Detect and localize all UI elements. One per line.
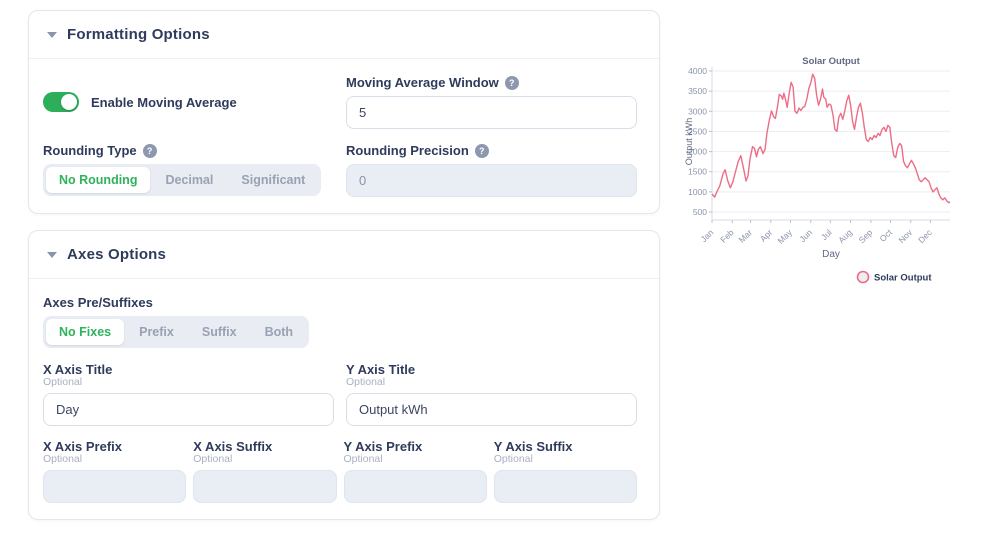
pre-suffixes-option-no-fixes[interactable]: No Fixes	[46, 319, 125, 345]
svg-text:Nov: Nov	[896, 227, 914, 245]
rounding-type-option-no-rounding[interactable]: No Rounding	[46, 167, 151, 193]
y-axis-prefix-input	[343, 470, 487, 503]
svg-text:Apr: Apr	[758, 227, 775, 244]
legend-item-solar-output[interactable]: Solar Output	[856, 270, 933, 284]
rounding-type-option-significant[interactable]: Significant	[241, 173, 306, 187]
pre-suffixes-option-both[interactable]: Both	[264, 325, 294, 339]
svg-text:Jun: Jun	[797, 227, 814, 244]
axes-pre-suffixes-label: Axes Pre/Suffixes	[43, 295, 153, 310]
svg-text:Day: Day	[822, 249, 840, 260]
axes-options-body: Axes Pre/Suffixes No Fixes Prefix Suffix…	[29, 279, 659, 519]
enable-moving-average-toggle[interactable]	[43, 92, 79, 112]
rounding-type-label: Rounding Type	[43, 143, 137, 158]
help-icon[interactable]: ?	[474, 143, 489, 158]
moving-average-window-label: Moving Average Window	[346, 75, 499, 90]
optional-hint: Optional	[493, 453, 533, 465]
x-axis-title-input[interactable]	[43, 393, 334, 426]
x-axis-prefix-label: X Axis Prefix	[43, 439, 123, 454]
axes-options-title: Axes Options	[67, 246, 167, 263]
x-axis-prefix-input	[43, 470, 187, 503]
svg-text:1000: 1000	[688, 187, 707, 197]
svg-text:May: May	[775, 227, 794, 246]
x-axis-suffix-input	[193, 470, 337, 503]
rounding-type-segmented: No Rounding Decimal Significant	[43, 164, 322, 196]
enable-moving-average-label: Enable Moving Average	[91, 94, 237, 110]
optional-hint: Optional	[193, 453, 233, 465]
svg-text:1500: 1500	[688, 167, 707, 177]
optional-hint: Optional	[43, 453, 83, 465]
svg-text:3500: 3500	[688, 86, 707, 96]
y-axis-prefix-label: Y Axis Prefix	[343, 439, 423, 454]
y-axis-suffix-field: Y Axis Suffix Optional	[493, 439, 637, 503]
formatting-options-header[interactable]: Formatting Options	[29, 11, 659, 59]
x-axis-suffix-label: X Axis Suffix	[193, 439, 273, 454]
rounding-precision-field: Rounding Precision ?	[346, 143, 637, 197]
rounding-precision-input	[346, 164, 637, 197]
x-axis-title-label: X Axis Title	[43, 362, 113, 377]
chevron-down-icon[interactable]	[47, 251, 57, 258]
pre-suffixes-option-prefix[interactable]: Prefix	[139, 325, 174, 339]
svg-text:Aug: Aug	[836, 227, 854, 245]
svg-text:4000: 4000	[688, 66, 707, 76]
svg-text:Sep: Sep	[857, 227, 875, 245]
y-axis-suffix-input	[493, 470, 637, 503]
formatting-options-body: Enable Moving Average Moving Average Win…	[29, 59, 659, 213]
legend-marker	[856, 270, 870, 284]
svg-text:Output kWh: Output kWh	[684, 118, 694, 166]
svg-text:Dec: Dec	[916, 227, 934, 245]
formatting-options-card: Formatting Options Enable Moving Average…	[28, 10, 660, 214]
toggle-knob	[61, 94, 77, 110]
svg-text:2000: 2000	[688, 147, 707, 157]
moving-average-window-field: Moving Average Window ?	[346, 75, 637, 129]
y-axis-suffix-label: Y Axis Suffix	[493, 439, 573, 454]
svg-text:Oct: Oct	[877, 227, 894, 244]
y-axis-title-field: Y Axis Title Optional	[346, 362, 637, 426]
line-chart-svg: Solar Output 500 1000 1500 2000 2500 3000 3500 4…	[684, 56, 951, 284]
x-axis-suffix-field: X Axis Suffix Optional	[193, 439, 337, 503]
formatting-options-title: Formatting Options	[67, 26, 210, 43]
axes-pre-suffixes-segmented: No Fixes Prefix Suffix Both	[43, 316, 310, 348]
svg-text:Feb: Feb	[718, 227, 736, 245]
solar-output-chart: Solar Output 500 1000 1500 2000 2500 3000 3500 4…	[683, 53, 985, 298]
rounding-precision-label: Rounding Precision	[346, 143, 469, 158]
rounding-type-option-decimal[interactable]: Decimal	[165, 173, 214, 187]
svg-text:500: 500	[693, 207, 707, 217]
y-axis-title-label: Y Axis Title	[346, 362, 416, 377]
svg-text:Mar: Mar	[737, 227, 755, 245]
y-axis-title-input[interactable]	[346, 393, 637, 426]
axes-options-card: Axes Options Axes Pre/Suffixes No Fixes …	[28, 230, 660, 520]
axes-pre-suffixes-field: Axes Pre/Suffixes No Fixes Prefix Suffix…	[43, 295, 637, 348]
svg-text:Solar Output: Solar Output	[802, 56, 860, 67]
chevron-down-icon[interactable]	[47, 31, 57, 38]
optional-hint: Optional	[346, 376, 386, 388]
svg-text:3000: 3000	[688, 106, 707, 116]
optional-hint: Optional	[43, 376, 83, 388]
x-axis-prefix-field: X Axis Prefix Optional	[43, 439, 187, 503]
legend-label: Solar Output	[874, 273, 932, 284]
help-icon[interactable]: ?	[142, 143, 157, 158]
y-axis-prefix-field: Y Axis Prefix Optional	[343, 439, 487, 503]
axes-options-header[interactable]: Axes Options	[29, 231, 659, 279]
svg-text:Jul: Jul	[819, 227, 834, 242]
svg-text:2500: 2500	[688, 126, 707, 136]
svg-text:Jan: Jan	[699, 227, 716, 244]
optional-hint: Optional	[343, 453, 383, 465]
rounding-type-field: Rounding Type ? No Rounding Decimal Sign…	[43, 143, 334, 197]
x-axis-title-field: X Axis Title Optional	[43, 362, 334, 426]
pre-suffixes-option-suffix[interactable]: Suffix	[201, 325, 237, 339]
help-icon[interactable]: ?	[504, 75, 519, 90]
moving-average-window-input[interactable]	[346, 96, 637, 129]
enable-moving-average-row: Enable Moving Average	[43, 75, 334, 129]
